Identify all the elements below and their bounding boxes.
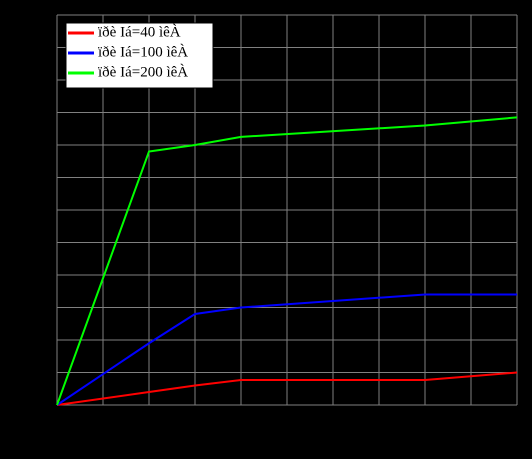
series-line — [56, 116, 518, 406]
series-line — [56, 371, 518, 406]
legend: ïðè Iá=40 ìêÀ ïðè Iá=100 ìêÀ ïðè Iá=200 ìê… — [65, 22, 214, 89]
legend-label: ïðè Iá=200 ìêÀ — [97, 63, 188, 80]
series-line — [56, 293, 517, 406]
legend-label: ïðè Iá=100 ìêÀ — [97, 43, 188, 60]
legend-label: ïðè Iá=40 ìêÀ — [97, 23, 181, 40]
